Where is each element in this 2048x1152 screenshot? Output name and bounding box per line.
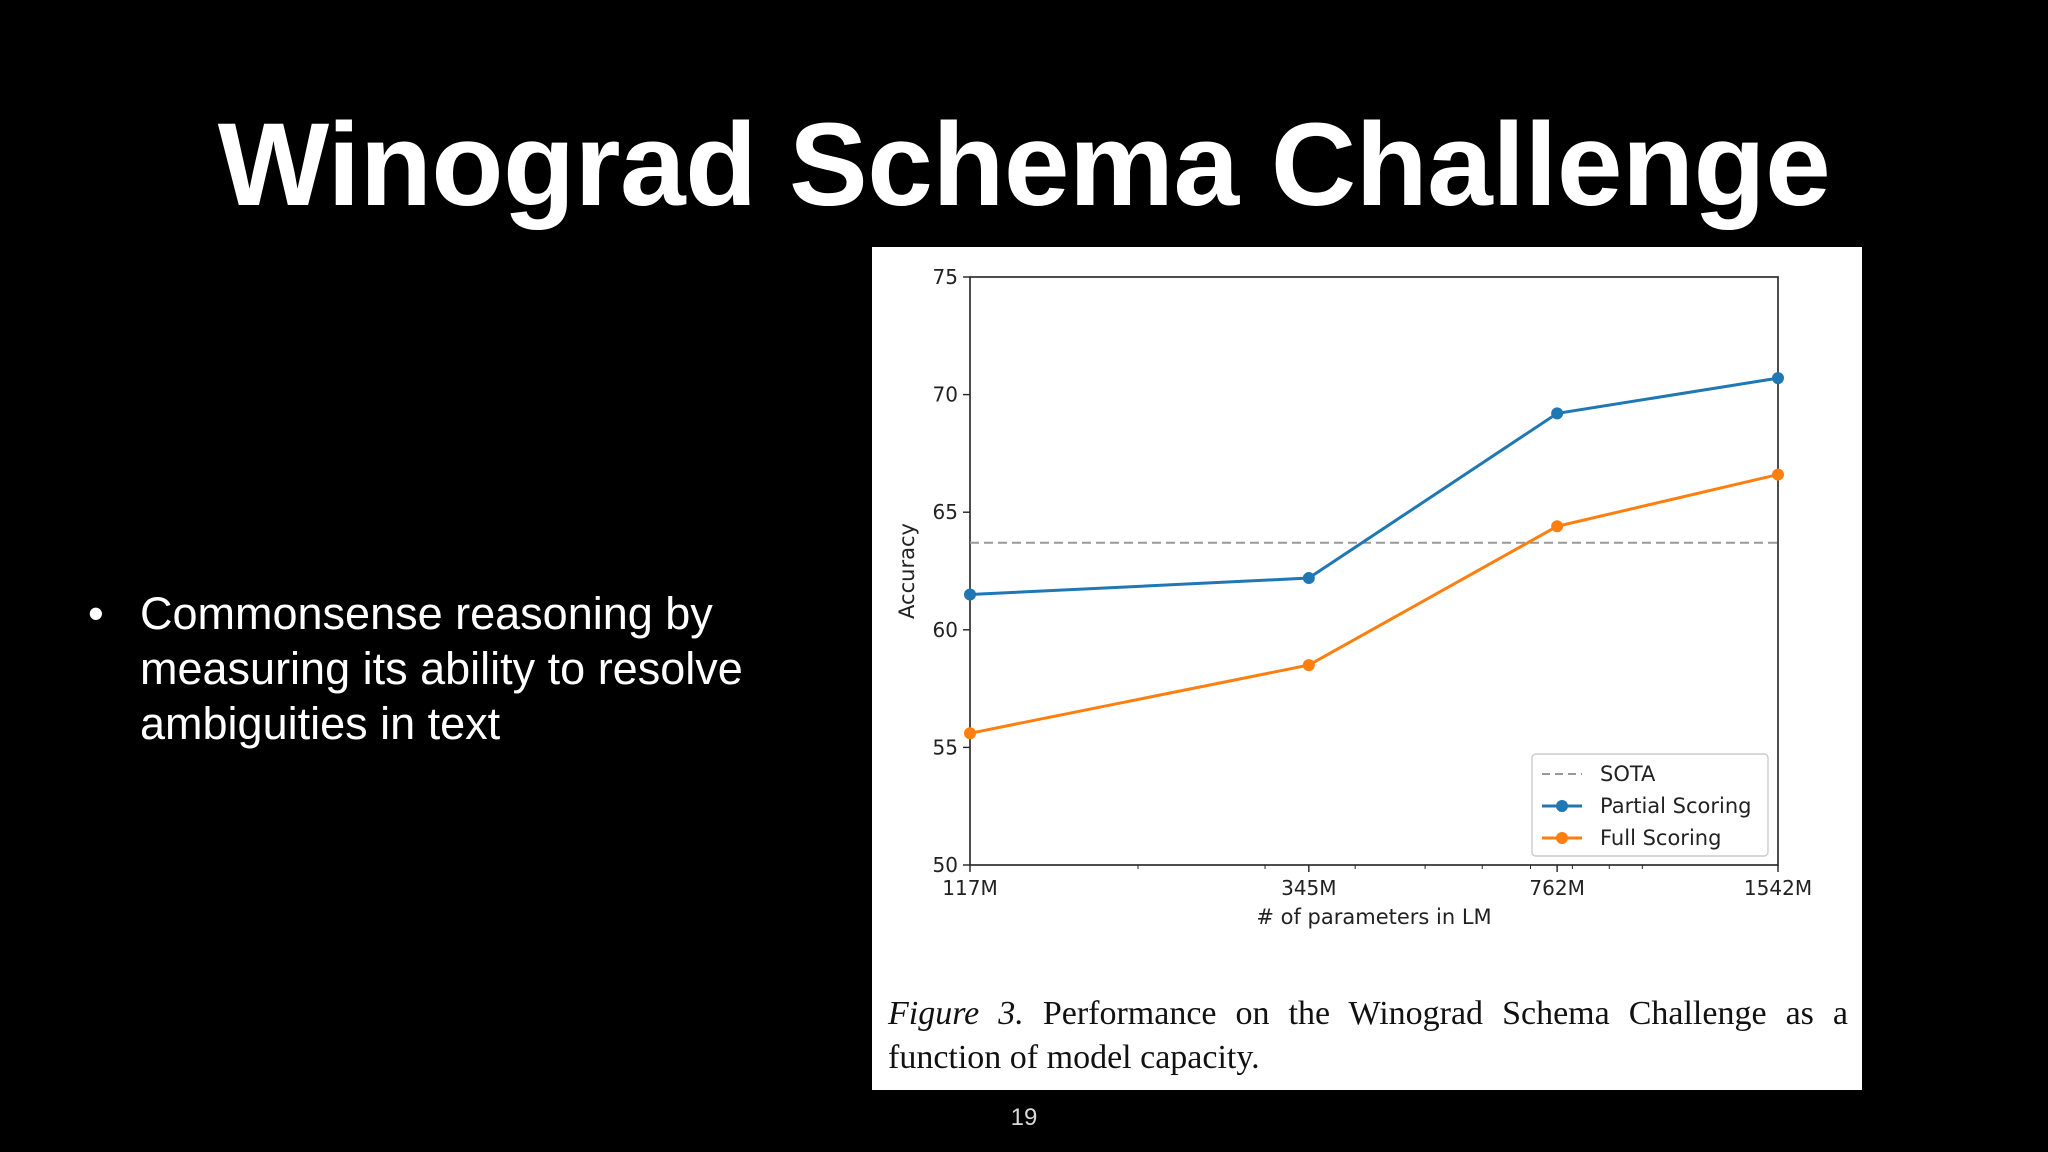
y-tick-label: 55 (933, 735, 958, 759)
y-tick-label: 75 (933, 265, 958, 289)
legend-box (1531, 753, 1769, 857)
y-tick-label: 50 (933, 853, 958, 877)
series-1-point (1772, 468, 1784, 481)
series-1-point (1302, 659, 1315, 672)
y-axis-label: Accuracy (895, 523, 919, 619)
series-0-point (1551, 407, 1564, 420)
figure-caption: Figure 3. Performance on the Winograd Sc… (888, 992, 1848, 1080)
x-tick-label: 345M (1281, 876, 1336, 900)
series-1-point (1551, 520, 1564, 533)
page-number: 19 (1010, 1104, 1038, 1131)
caption-text: Performance on the Winograd Schema Chall… (888, 995, 1848, 1076)
legend-label: Partial Scoring (1600, 794, 1752, 818)
legend-label: Full Scoring (1600, 826, 1721, 850)
legend-marker (1556, 800, 1568, 812)
bullet-text: Commonsense reasoning by measuring its a… (140, 588, 743, 749)
slide-title: Winograd Schema Challenge (217, 99, 1831, 231)
accuracy-line-chart: 50 55 60 65 70 75 117M 345M 762M 1542M # of parame… (895, 265, 1812, 929)
legend-label: SOTA (1600, 762, 1656, 786)
x-tick-label: 762M (1529, 876, 1584, 900)
y-tick-label: 65 (933, 500, 958, 524)
y-tick-label: 60 (933, 618, 958, 642)
series-0-point (1302, 572, 1315, 585)
bullet-list: • Commonsense reasoning by measuring its… (88, 586, 808, 751)
x-tick-label: 1542M (1744, 876, 1812, 900)
series-1-point (964, 727, 976, 740)
x-tick-label: 117M (942, 876, 997, 900)
legend-marker (1556, 832, 1568, 844)
series-line-1 (969, 473, 1779, 735)
series-0-point (1772, 372, 1784, 385)
x-axis-label: # of parameters in LM (1256, 905, 1491, 929)
plot-frame (969, 276, 1779, 866)
series-0-point (964, 588, 976, 601)
bullet-item: • Commonsense reasoning by measuring its… (88, 586, 808, 751)
bullet-dot-icon: • (88, 588, 104, 639)
series-line-0 (969, 376, 1779, 597)
figure-panel: 50 55 60 65 70 75 117M 345M 762M 1542M # of parame… (872, 247, 1862, 1090)
y-tick-label: 70 (933, 383, 958, 407)
caption-label: Figure 3. (888, 995, 1024, 1032)
